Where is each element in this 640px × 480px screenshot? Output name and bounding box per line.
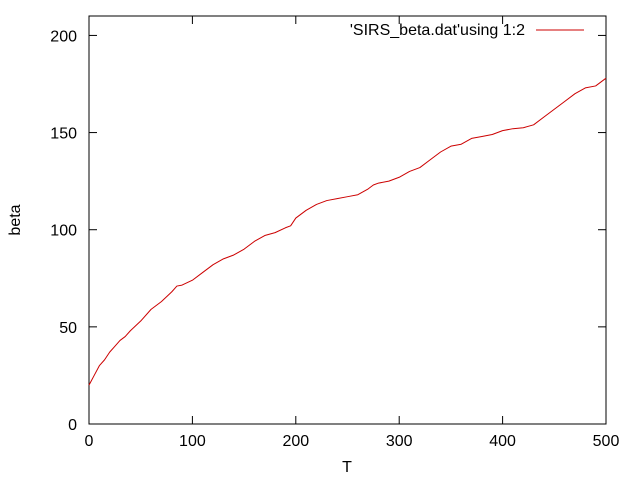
y-tick-label: 50 xyxy=(59,320,77,337)
x-tick-label: 0 xyxy=(85,433,94,450)
x-tick-label: 400 xyxy=(489,433,516,450)
x-tick-label: 100 xyxy=(179,433,206,450)
legend: 'SIRS_beta.dat'using 1:2 xyxy=(350,22,584,39)
axis-tick-labels: 0 100 200 300 400 500 0 50 100 150 200 xyxy=(50,28,619,450)
x-tick-label: 300 xyxy=(386,433,413,450)
x-tick-label: 200 xyxy=(282,433,309,450)
series-group xyxy=(88,77,607,386)
y-tick-label: 100 xyxy=(50,223,77,240)
y-axis-title: beta xyxy=(7,204,24,235)
y-tick-label: 0 xyxy=(68,417,77,434)
legend-label: 'SIRS_beta.dat'using 1:2 xyxy=(350,22,525,39)
plot-frame xyxy=(88,15,607,425)
axis-ticks xyxy=(88,16,607,425)
y-tick-label: 200 xyxy=(50,28,77,45)
series-line-0 xyxy=(88,77,607,386)
y-tick-label: 150 xyxy=(50,126,77,143)
x-axis-title: T xyxy=(342,459,352,476)
x-tick-label: 500 xyxy=(593,433,620,450)
